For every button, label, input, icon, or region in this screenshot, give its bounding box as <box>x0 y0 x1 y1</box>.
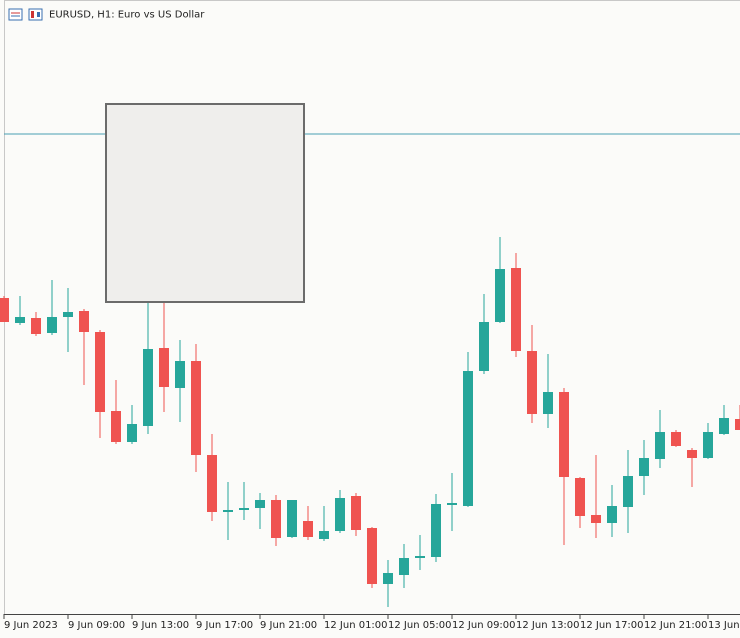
candle-body <box>735 419 740 430</box>
candle-body <box>703 432 713 458</box>
chart-title: EURUSD, H1: Euro vs US Dollar <box>49 10 205 21</box>
x-tick-label: 9 Jun 13:00 <box>132 620 189 631</box>
icon <box>28 8 43 21</box>
candle-body <box>255 500 265 508</box>
candle-body <box>607 506 617 523</box>
candle-body <box>367 528 377 584</box>
candle-body <box>303 521 313 537</box>
candle-body <box>175 361 185 388</box>
candle-body <box>223 510 233 512</box>
candle-body <box>191 361 201 455</box>
candle-body <box>127 424 137 442</box>
candle-body <box>95 332 105 412</box>
candle-body <box>79 311 89 332</box>
x-tick-label: 9 Jun 2023 <box>4 620 58 631</box>
candle-body <box>15 317 25 323</box>
x-tick-label: 12 Jun 09:00 <box>452 620 516 631</box>
candle-body <box>687 450 697 458</box>
x-tick-label: 13 Jun 01:00 <box>708 620 740 631</box>
x-tick-label: 12 Jun 21:00 <box>644 620 708 631</box>
x-tick-label: 12 Jun 01:00 <box>324 620 388 631</box>
candle-body <box>287 500 297 537</box>
candle-body <box>575 478 585 516</box>
x-tick-label: 12 Jun 05:00 <box>388 620 452 631</box>
candle-body <box>655 432 665 459</box>
candle-body <box>383 573 393 584</box>
candle-body <box>239 508 249 510</box>
candle-body <box>511 268 521 351</box>
candle-body <box>415 556 425 558</box>
candle-body <box>159 348 169 387</box>
candle-body <box>495 269 505 322</box>
candle-body <box>719 418 729 434</box>
candle-body <box>639 458 649 476</box>
candle-body <box>0 298 9 322</box>
x-tick-label: 12 Jun 17:00 <box>580 620 644 631</box>
candle-body <box>271 500 281 538</box>
candle-body <box>319 531 329 539</box>
x-tick-label: 9 Jun 17:00 <box>196 620 253 631</box>
candle-body <box>207 455 217 512</box>
icon <box>31 11 34 18</box>
candle-body <box>63 312 73 317</box>
candle-body <box>143 349 153 426</box>
icon <box>8 8 23 21</box>
x-tick-label: 9 Jun 21:00 <box>260 620 317 631</box>
candle-body <box>351 496 361 530</box>
icon <box>37 12 40 17</box>
chart-icons <box>8 8 43 21</box>
candle-body <box>623 476 633 507</box>
candle-body <box>431 504 441 557</box>
candle-body <box>591 515 601 523</box>
candle-body <box>399 558 409 575</box>
candle-body <box>479 322 489 371</box>
candle-body <box>543 392 553 414</box>
candle-body <box>447 503 457 505</box>
candle-body <box>31 318 41 334</box>
overlay-panel <box>105 103 305 303</box>
candle-body <box>671 432 681 446</box>
candle-body <box>47 317 57 333</box>
candle-body <box>111 411 121 442</box>
x-tick-label: 12 Jun 13:00 <box>516 620 580 631</box>
candle-body <box>335 498 345 531</box>
x-tick-label: 9 Jun 09:00 <box>68 620 125 631</box>
candle-body <box>559 392 569 477</box>
candle-body <box>527 351 537 414</box>
candle-body <box>463 371 473 506</box>
